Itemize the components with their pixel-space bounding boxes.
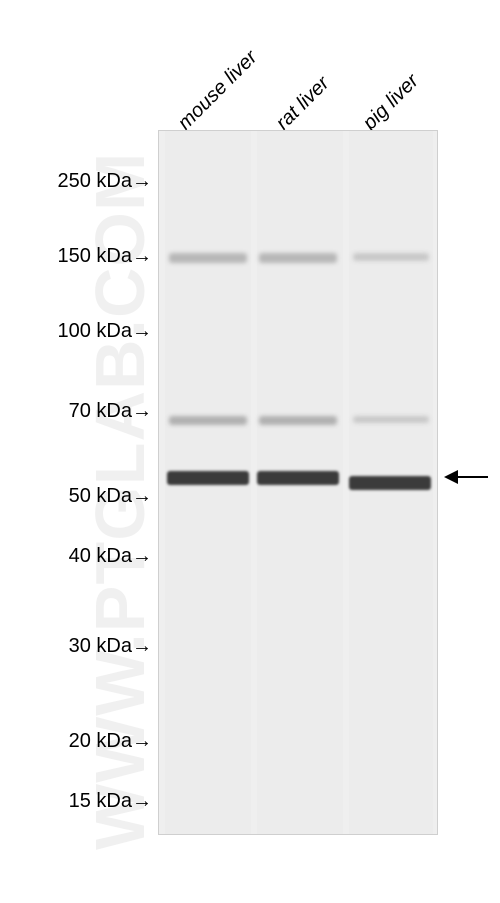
figure-container: WWW.PTGLAB.COM mouse liver rat liver pig… (0, 0, 500, 903)
mw-label-70: 70 kDa→ (40, 400, 152, 423)
lane-label-1: rat liver (272, 72, 335, 135)
band-150-lane2 (353, 253, 429, 261)
mw-label-15: 15 kDa→ (40, 790, 152, 813)
band-main-lane0 (167, 471, 249, 485)
lane-label-2: pig liver (359, 70, 424, 135)
arrow-shaft (458, 476, 488, 478)
band-150-lane1 (259, 253, 337, 263)
band-70-lane0 (169, 416, 247, 425)
band-70-lane1 (259, 416, 337, 425)
mw-label-250: 250 kDa→ (40, 170, 152, 193)
mw-label-20: 20 kDa→ (40, 730, 152, 753)
mw-label-40: 40 kDa→ (40, 545, 152, 568)
band-150-lane0 (169, 253, 247, 263)
blot-membrane (158, 130, 438, 835)
mw-label-150: 150 kDa→ (40, 245, 152, 268)
mw-label-50: 50 kDa→ (40, 485, 152, 508)
band-main-lane2 (349, 476, 431, 490)
mw-label-100: 100 kDa→ (40, 320, 152, 343)
mw-label-30: 30 kDa→ (40, 635, 152, 658)
band-main-lane1 (257, 471, 339, 485)
arrow-head-icon (444, 470, 458, 484)
lane-label-0: mouse liver (174, 46, 263, 135)
band-70-lane2 (353, 416, 429, 423)
